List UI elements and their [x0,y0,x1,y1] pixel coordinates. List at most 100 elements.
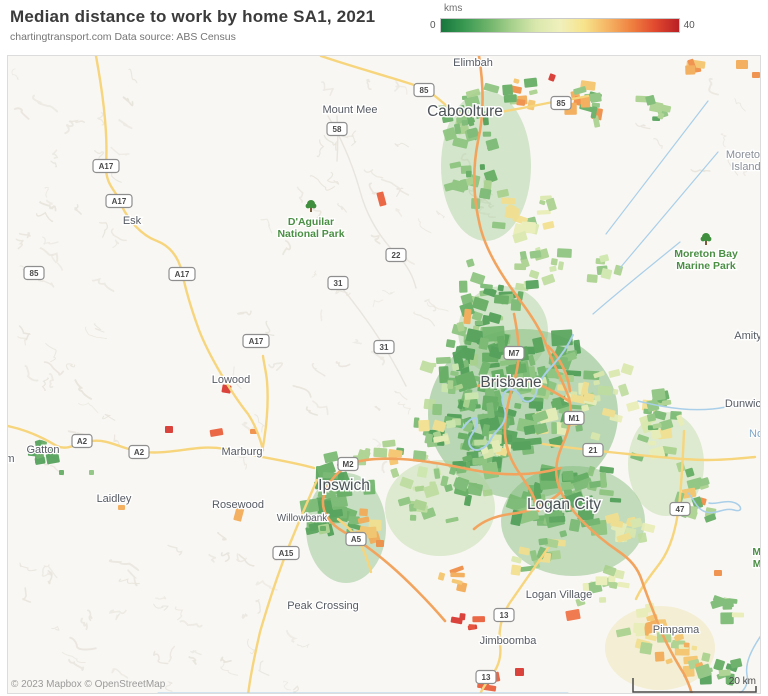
svg-text:47: 47 [676,505,685,514]
road-shields: 85 58 A17 A17 85 A17 22 31 31 A17 85 M7 M1 21 A2 A2 M2 47… [23,82,691,685]
road-gateway [546,344,572,393]
place-label-ipswich: Ipswich [318,477,370,494]
place-label-island: Island [731,161,760,173]
place-label-elimbah: Elimbah [453,57,493,69]
place-label-brisbane: Brisbane [480,374,541,391]
road-shield-A2: A2 [71,433,93,449]
road-shield-A2: A2 [128,444,150,460]
header: Median distance to work by home SA1, 202… [0,0,768,55]
water-south-bay [637,400,760,411]
scale-label: 20 km [729,676,756,687]
svg-text:A17: A17 [249,337,264,346]
place-label-moreton-bay: Moreton Bay [674,248,738,260]
road-minor-31 [337,282,407,387]
legend-gradient-bar [439,18,680,33]
terrain-hillshade [11,68,750,693]
place-label-marine-park: Marine Park [676,260,736,272]
place-label-amity: Amity [734,330,760,342]
road-shield-47: 47 [669,501,691,517]
place-label-mount-mee: Mount Mee [322,104,377,116]
place-label-marburg: Marburg [222,446,263,458]
place-label-dunwich: Dunwich [725,398,760,410]
road-shield-A17: A17 [105,193,133,209]
svg-text:85: 85 [30,269,39,278]
road-shield-A15: A15 [272,545,300,561]
road-shield-31: 31 [373,339,395,355]
road-shield-85: 85 [550,95,572,111]
color-legend: kms 0 40 [430,3,695,33]
svg-text:22: 22 [392,251,401,260]
map-canvas[interactable]: 85 58 A17 A17 85 A17 22 31 31 A17 85 M7 M1 21 A2 A2 M2 47… [7,55,761,694]
place-label-laidley: Laidley [97,493,132,505]
page-subtitle: chartingtransport.com Data source: ABS C… [10,31,236,43]
svg-text:M2: M2 [342,460,354,469]
road-shield-A5: A5 [345,531,367,547]
water-bay-line-1 [605,100,709,235]
road-minor-22 [327,115,417,289]
svg-text:21: 21 [589,446,598,455]
place-label-national-park: National Park [277,228,344,240]
road-minor-58 [336,115,339,162]
road-shield-13: 13 [493,607,515,623]
svg-text:58: 58 [333,125,342,134]
road-logan-mwy [472,490,563,531]
place-label-caboolture: Caboolture [427,103,503,120]
svg-text:A2: A2 [77,437,88,446]
svg-text:A17: A17 [112,197,127,206]
road-shield-13: 13 [475,669,497,685]
svg-text:31: 31 [334,279,343,288]
svg-text:13: 13 [482,673,491,682]
road-shield-M7: M7 [503,345,525,361]
place-label-mo: Mo [752,546,760,558]
road-shield-85: 85 [413,82,435,98]
road-shield-58: 58 [326,121,348,137]
road-m1-pacific [554,396,693,693]
road-shield-M2: M2 [337,456,359,472]
road-shield-M1: M1 [563,410,585,426]
road-shield-21: 21 [582,442,604,458]
road-ipswich-mwy [321,457,563,623]
place-label-m: m [8,453,15,465]
water-brisbane-river [462,334,574,451]
place-label-ma: Ma [753,558,760,570]
road-bruce-hwy [473,56,571,400]
water-bay-line-3 [592,241,681,315]
road-a17-brisbane-valley [94,56,265,452]
tree-icon [305,200,317,212]
road-shield-A17: A17 [242,333,270,349]
road-western-artery [476,377,571,403]
svg-text:31: 31 [380,343,389,352]
road-shield-A17: A17 [92,158,120,174]
place-label-esk: Esk [123,215,142,227]
svg-text:A15: A15 [279,549,294,558]
road-redland-47 [634,429,686,601]
place-label-gatton: Gatton [26,444,59,456]
place-label-d-aguilar: D'Aguilar [288,216,334,228]
place-label-north-str: North Str [749,428,760,440]
map-attribution: © 2023 Mapbox © OpenStreetMap [11,679,166,690]
place-label-willowbank: Willowbank [277,513,329,524]
legend-min-label: 0 [430,20,436,31]
svg-text:A5: A5 [351,535,362,544]
legend-max-label: 40 [683,20,695,31]
svg-text:85: 85 [420,86,429,95]
road-a15-cunningham [247,478,319,693]
map-svg[interactable]: 85 58 A17 A17 85 A17 22 31 31 A17 85 M7 M1 21 A2 A2 M2 47… [8,56,760,693]
road-logan-east [541,442,757,462]
choropleth-sa1-polygons[interactable] [27,58,760,692]
svg-text:85: 85 [557,99,566,108]
road-shield-85: 85 [23,265,45,281]
road-network [8,56,757,693]
water-bay-line-2 [619,151,719,269]
scale-bar: 20 km [632,676,757,693]
place-label-peak-crossing: Peak Crossing [287,600,359,612]
svg-text:A17: A17 [99,162,114,171]
road-shield-31: 31 [327,275,349,291]
page-title: Median distance to work by home SA1, 202… [10,7,376,26]
place-label-logan-village: Logan Village [526,589,592,601]
place-label-moreton: Moreton [726,149,760,161]
svg-text:A2: A2 [134,448,145,457]
park-tree-icons [305,200,712,245]
place-label-jimboomba: Jimboomba [480,635,538,647]
svg-text:M1: M1 [568,414,580,423]
